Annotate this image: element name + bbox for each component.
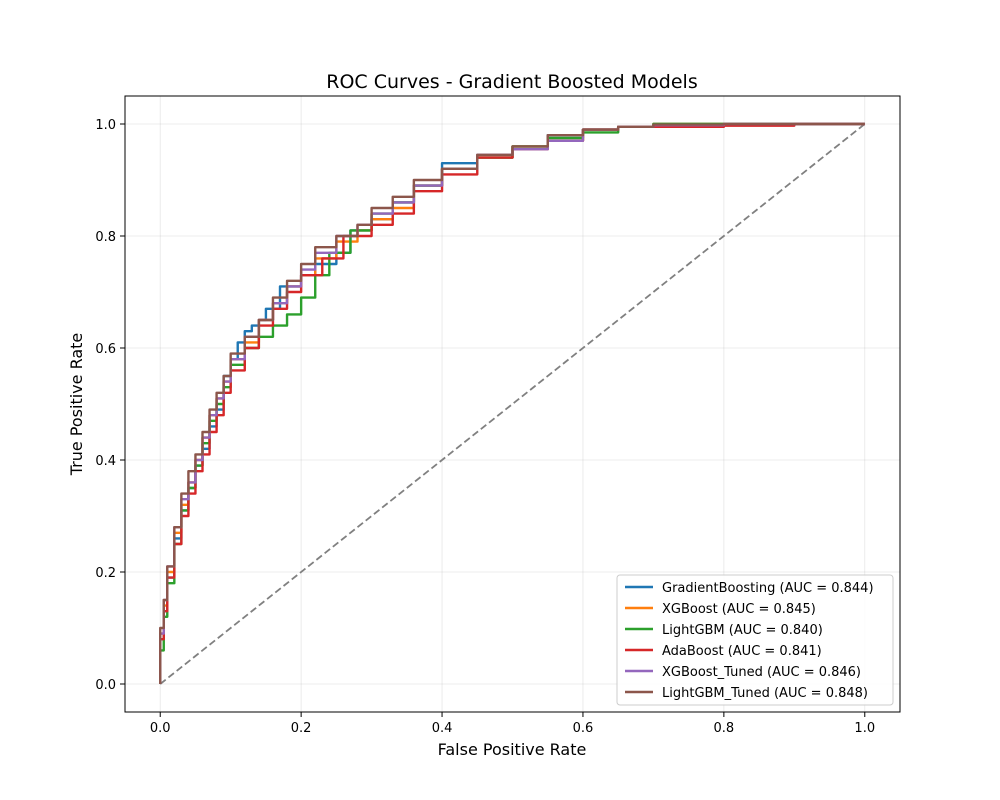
x-tick-label: 0.8	[714, 721, 735, 736]
y-tick-label: 0.2	[95, 566, 116, 581]
x-tick-label: 0.2	[291, 721, 312, 736]
y-tick-label: 0.6	[95, 342, 116, 357]
x-tick-label: 1.0	[854, 721, 875, 736]
legend-label: LightGBM (AUC = 0.840)	[662, 623, 823, 638]
legend-label: XGBoost (AUC = 0.845)	[662, 602, 816, 617]
legend-label: AdaBoost (AUC = 0.841)	[662, 644, 822, 659]
legend-label: LightGBM_Tuned (AUC = 0.848)	[662, 686, 868, 701]
y-tick-label: 0.0	[95, 678, 116, 693]
x-tick-label: 0.4	[432, 721, 453, 736]
legend-label: XGBoost_Tuned (AUC = 0.846)	[662, 665, 861, 680]
x-tick-label: 0.0	[150, 721, 171, 736]
y-tick-label: 0.4	[95, 454, 116, 469]
legend-label: GradientBoosting (AUC = 0.844)	[662, 581, 874, 596]
y-tick-label: 1.0	[95, 118, 116, 133]
x-axis-title: False Positive Rate	[438, 740, 587, 759]
chart-title: ROC Curves - Gradient Boosted Models	[326, 71, 697, 93]
y-axis-title: True Positive Rate	[67, 333, 86, 477]
x-tick-label: 0.6	[573, 721, 594, 736]
legend: GradientBoosting (AUC = 0.844) XGBoost (A…	[617, 575, 893, 705]
y-tick-label: 0.8	[95, 230, 116, 245]
